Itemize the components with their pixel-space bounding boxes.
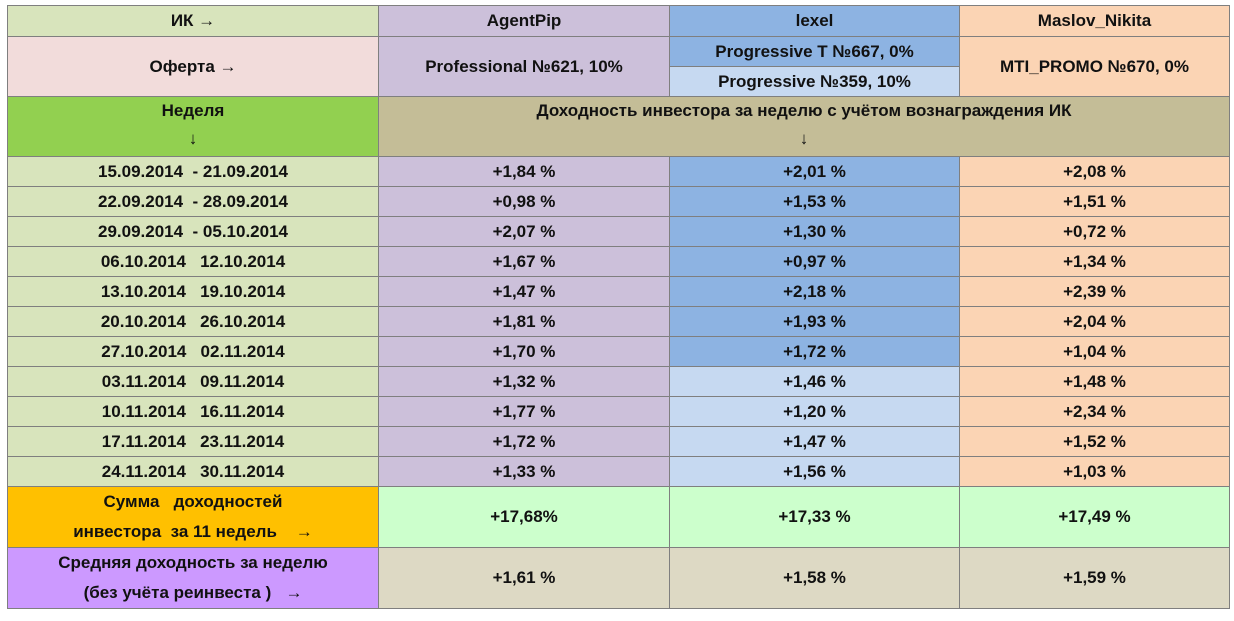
sum-maslov: +17,49 % bbox=[959, 486, 1230, 548]
table-row: 20.10.2014 26.10.2014 +1,81 % +1,93 % +2,04… bbox=[7, 306, 1230, 337]
lexel-cell: +1,93 % bbox=[669, 306, 960, 337]
table-row: 06.10.2014 12.10.2014 +1,67 % +0,97 % +1,34… bbox=[7, 246, 1230, 277]
lexel-cell: +1,56 % bbox=[669, 456, 960, 487]
header-row: ИК → AgentPip lexel Maslov_Nikita bbox=[7, 5, 1230, 37]
agentpip-cell: +1,70 % bbox=[378, 336, 670, 367]
agentpip-cell: +1,32 % bbox=[378, 366, 670, 397]
yield-header-label: Доходность инвестора за неделю с учётом … bbox=[536, 101, 1072, 120]
table-row: 27.10.2014 02.11.2014 +1,70 % +1,72 % +1,04… bbox=[7, 336, 1230, 367]
lexel-cell: +1,53 % bbox=[669, 186, 960, 217]
week-cell: 22.09.2014 - 28.09.2014 bbox=[7, 186, 379, 217]
offer-maslov: MTI_PROMO №670, 0% bbox=[959, 36, 1230, 97]
table-row: 10.11.2014 16.11.2014 +1,77 % +1,20 % +2,34… bbox=[7, 396, 1230, 427]
table-row: 22.09.2014 - 28.09.2014 +0,98 % +1,53 % +1,… bbox=[7, 186, 1230, 217]
table-row: 13.10.2014 19.10.2014 +1,47 % +2,18 % +2,39… bbox=[7, 276, 1230, 307]
maslov-cell: +1,34 % bbox=[959, 246, 1230, 277]
table-row: 03.11.2014 09.11.2014 +1,32 % +1,46 % +1,48… bbox=[7, 366, 1230, 397]
lexel-cell: +2,01 % bbox=[669, 156, 960, 187]
company-lexel: lexel bbox=[669, 5, 960, 37]
avg-label: Средняя доходность за неделю (без учёта … bbox=[7, 547, 379, 609]
avg-agentpip: +1,61 % bbox=[378, 547, 670, 609]
maslov-cell: +0,72 % bbox=[959, 216, 1230, 247]
offer-label: Оферта → bbox=[7, 36, 379, 97]
avg-lexel: +1,58 % bbox=[669, 547, 960, 609]
agentpip-cell: +2,07 % bbox=[378, 216, 670, 247]
agentpip-cell: +1,77 % bbox=[378, 396, 670, 427]
avg-label-line-2: (без учёта реинвеста ) → bbox=[83, 583, 303, 602]
sum-label-line-2: инвестора за 11 недель → bbox=[73, 522, 313, 541]
company-agentpip: AgentPip bbox=[378, 5, 670, 37]
table-row: 17.11.2014 23.11.2014 +1,72 % +1,47 % +1,52… bbox=[7, 426, 1230, 457]
sum-agentpip: +17,68% bbox=[378, 486, 670, 548]
sum-lexel: +17,33 % bbox=[669, 486, 960, 548]
week-cell: 13.10.2014 19.10.2014 bbox=[7, 276, 379, 307]
agentpip-cell: +1,47 % bbox=[378, 276, 670, 307]
lexel-cell: +1,46 % bbox=[669, 366, 960, 397]
week-cell: 24.11.2014 30.11.2014 bbox=[7, 456, 379, 487]
avg-label-line-1: Средняя доходность за неделю bbox=[58, 553, 328, 572]
avg-row: Средняя доходность за неделю (без учёта … bbox=[7, 547, 1230, 609]
maslov-cell: +1,03 % bbox=[959, 456, 1230, 487]
agentpip-cell: +1,33 % bbox=[378, 456, 670, 487]
agentpip-cell: +0,98 % bbox=[378, 186, 670, 217]
maslov-cell: +1,52 % bbox=[959, 426, 1230, 457]
week-cell: 20.10.2014 26.10.2014 bbox=[7, 306, 379, 337]
maslov-cell: +2,34 % bbox=[959, 396, 1230, 427]
section-header-row: Неделя ↓ Доходность инвестора за неделю … bbox=[7, 96, 1230, 157]
data-rows: 15.09.2014 - 21.09.2014 +1,84 % +2,01 % +2,… bbox=[7, 156, 1230, 487]
sum-label-line-1: Сумма доходностей bbox=[103, 492, 283, 511]
yield-header: Доходность инвестора за неделю с учётом … bbox=[378, 96, 1230, 157]
offer-lexel-1: Progressive T №667, 0% bbox=[669, 36, 960, 67]
week-cell: 27.10.2014 02.11.2014 bbox=[7, 336, 379, 367]
agentpip-cell: +1,67 % bbox=[378, 246, 670, 277]
lexel-cell: +1,72 % bbox=[669, 336, 960, 367]
offer-row-2: Progressive №359, 10% bbox=[8, 66, 1230, 97]
company-maslov: Maslov_Nikita bbox=[959, 5, 1230, 37]
ik-label: ИК → bbox=[7, 5, 379, 37]
table-row: 24.11.2014 30.11.2014 +1,33 % +1,56 % +1,03… bbox=[7, 456, 1230, 487]
maslov-cell: +2,08 % bbox=[959, 156, 1230, 187]
maslov-cell: +1,48 % bbox=[959, 366, 1230, 397]
table-row: 15.09.2014 - 21.09.2014 +1,84 % +2,01 % +2,… bbox=[7, 156, 1230, 187]
maslov-cell: +2,39 % bbox=[959, 276, 1230, 307]
lexel-cell: +0,97 % bbox=[669, 246, 960, 277]
maslov-cell: +1,51 % bbox=[959, 186, 1230, 217]
table-row: 29.09.2014 - 05.10.2014 +2,07 % +1,30 % +0,… bbox=[7, 216, 1230, 247]
agentpip-cell: +1,81 % bbox=[378, 306, 670, 337]
yield-table: ИК → AgentPip lexel Maslov_Nikita Оферта… bbox=[7, 5, 1230, 609]
lexel-cell: +1,20 % bbox=[669, 396, 960, 427]
week-cell: 29.09.2014 - 05.10.2014 bbox=[7, 216, 379, 247]
agentpip-cell: +1,84 % bbox=[378, 156, 670, 187]
week-header: Неделя ↓ bbox=[7, 96, 379, 157]
week-cell: 03.11.2014 09.11.2014 bbox=[7, 366, 379, 397]
week-cell: 06.10.2014 12.10.2014 bbox=[7, 246, 379, 277]
agentpip-cell: +1,72 % bbox=[378, 426, 670, 457]
week-header-label: Неделя bbox=[161, 101, 225, 120]
week-cell: 10.11.2014 16.11.2014 bbox=[7, 396, 379, 427]
week-cell: 15.09.2014 - 21.09.2014 bbox=[7, 156, 379, 187]
offer-agentpip: Professional №621, 10% bbox=[378, 36, 670, 97]
down-arrow-icon: ↓ bbox=[799, 129, 809, 148]
sum-row: Сумма доходностей инвестора за 11 недель… bbox=[7, 486, 1230, 548]
sum-label: Сумма доходностей инвестора за 11 недель… bbox=[7, 486, 379, 548]
offer-row-1: Оферта → Professional №621, 10% Progress… bbox=[7, 36, 1230, 97]
down-arrow-icon: ↓ bbox=[188, 129, 198, 148]
maslov-cell: +2,04 % bbox=[959, 306, 1230, 337]
week-cell: 17.11.2014 23.11.2014 bbox=[7, 426, 379, 457]
avg-maslov: +1,59 % bbox=[959, 547, 1230, 609]
lexel-cell: +2,18 % bbox=[669, 276, 960, 307]
lexel-cell: +1,47 % bbox=[669, 426, 960, 457]
offer-lexel-2: Progressive №359, 10% bbox=[669, 66, 960, 97]
maslov-cell: +1,04 % bbox=[959, 336, 1230, 367]
lexel-cell: +1,30 % bbox=[669, 216, 960, 247]
